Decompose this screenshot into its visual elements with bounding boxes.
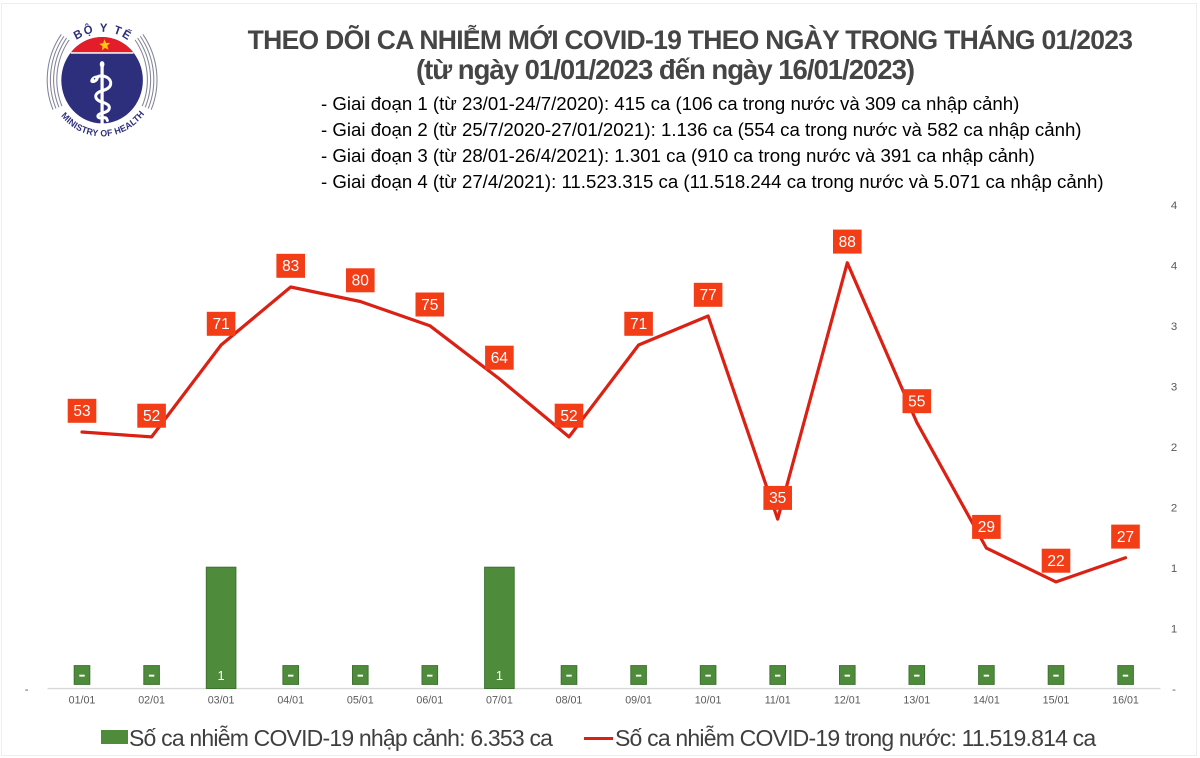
svg-text:14/01: 14/01	[973, 694, 1000, 706]
svg-text:06/01: 06/01	[416, 694, 443, 706]
svg-text:05/01: 05/01	[347, 694, 374, 706]
svg-text:1: 1	[496, 668, 503, 683]
svg-text:55: 55	[908, 394, 925, 411]
svg-text:-: -	[25, 684, 29, 696]
svg-text:1: 1	[218, 668, 225, 683]
svg-text:80: 80	[352, 273, 370, 290]
svg-text:35: 35	[769, 490, 786, 507]
svg-text:04/01: 04/01	[277, 694, 304, 706]
svg-text:08/01: 08/01	[556, 694, 583, 706]
svg-text:11/01: 11/01	[765, 694, 791, 706]
svg-text:1: 1	[1171, 563, 1177, 575]
svg-text:03/01: 03/01	[208, 694, 235, 706]
svg-text:52: 52	[560, 408, 577, 425]
svg-text:15/01: 15/01	[1043, 694, 1070, 706]
svg-text:29: 29	[978, 519, 995, 536]
svg-text:02/01: 02/01	[138, 694, 165, 706]
svg-text:77: 77	[699, 287, 716, 304]
svg-text:12/01: 12/01	[834, 694, 861, 706]
svg-text:01/01: 01/01	[69, 694, 96, 706]
svg-text:16/01: 16/01	[1112, 694, 1139, 706]
svg-text:3: 3	[1171, 321, 1177, 333]
svg-text:1: 1	[1171, 624, 1177, 636]
svg-text:2: 2	[1171, 442, 1177, 454]
svg-text:53: 53	[73, 403, 90, 420]
svg-text:22: 22	[1047, 553, 1064, 570]
svg-text:-: -	[1172, 684, 1176, 696]
svg-text:13/01: 13/01	[903, 694, 930, 706]
svg-text:10/01: 10/01	[695, 694, 722, 706]
svg-text:83: 83	[282, 258, 299, 275]
svg-text:27: 27	[1117, 529, 1134, 546]
svg-text:2: 2	[1171, 503, 1177, 515]
svg-text:75: 75	[421, 297, 438, 314]
svg-text:88: 88	[839, 234, 856, 251]
svg-text:71: 71	[212, 316, 229, 333]
svg-text:4: 4	[1171, 261, 1177, 273]
svg-text:4: 4	[1171, 200, 1177, 212]
svg-text:71: 71	[630, 316, 647, 333]
svg-text:3: 3	[1171, 382, 1177, 394]
svg-text:64: 64	[491, 350, 509, 367]
svg-text:09/01: 09/01	[625, 694, 652, 706]
svg-text:52: 52	[143, 408, 160, 425]
svg-text:07/01: 07/01	[486, 694, 513, 706]
